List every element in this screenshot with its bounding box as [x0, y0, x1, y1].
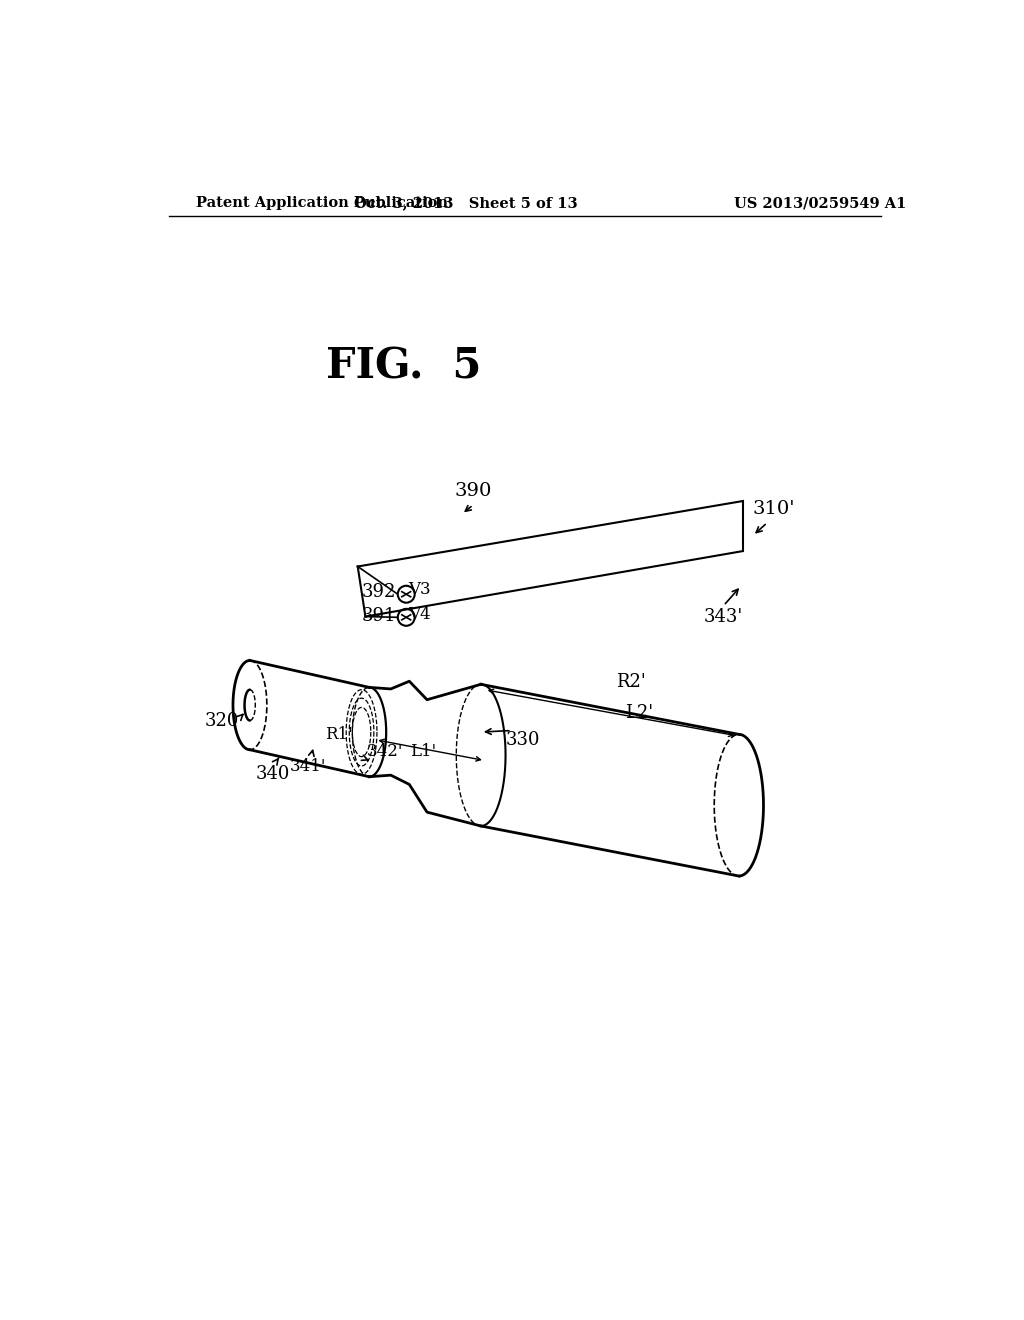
Text: V4: V4 — [408, 606, 431, 623]
Text: Oct. 3, 2013   Sheet 5 of 13: Oct. 3, 2013 Sheet 5 of 13 — [353, 197, 578, 210]
Text: 392: 392 — [361, 583, 395, 601]
Text: R2': R2' — [616, 673, 646, 690]
Text: US 2013/0259549 A1: US 2013/0259549 A1 — [733, 197, 906, 210]
Text: 330: 330 — [506, 731, 541, 748]
Text: L1': L1' — [410, 743, 436, 760]
Text: R1': R1' — [325, 726, 352, 743]
Text: 341': 341' — [290, 758, 326, 775]
Text: 320: 320 — [204, 711, 239, 730]
Text: Patent Application Publication: Patent Application Publication — [196, 197, 449, 210]
Text: 391: 391 — [361, 607, 395, 624]
Text: L2': L2' — [625, 704, 653, 722]
Text: V3: V3 — [408, 581, 431, 598]
Text: 390: 390 — [455, 482, 492, 500]
Text: 342': 342' — [367, 743, 402, 760]
Text: 310': 310' — [753, 500, 795, 517]
Text: 340: 340 — [256, 766, 290, 783]
Text: FIG.  5: FIG. 5 — [327, 346, 481, 387]
Text: 343': 343' — [703, 607, 743, 626]
